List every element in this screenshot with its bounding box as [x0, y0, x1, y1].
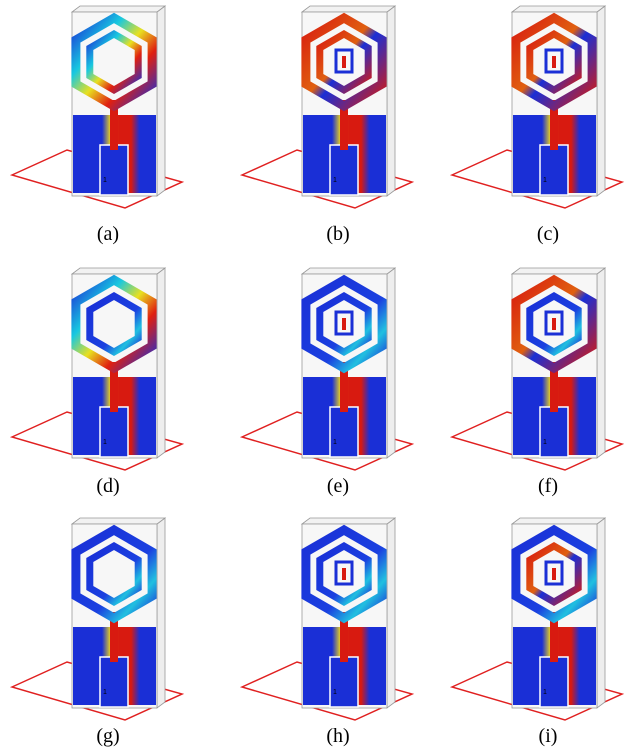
port-label: 1 [333, 689, 337, 696]
antenna-panel: 1 [452, 268, 622, 470]
substrate-top [72, 6, 165, 12]
panel-caption: (b) [326, 223, 349, 245]
substrate-side [157, 6, 165, 196]
panel-caption: (f) [538, 475, 558, 497]
substrate-top [512, 6, 605, 12]
substrate-side [387, 6, 395, 196]
panel-caption: (h) [326, 725, 349, 747]
substrate-side [387, 268, 395, 458]
substrate-top [72, 268, 165, 274]
inner-stub [342, 56, 346, 68]
inner-stub [342, 568, 346, 580]
feed-field [540, 657, 568, 707]
antenna-panel: 1 [452, 6, 622, 208]
substrate-top [512, 518, 605, 524]
feed-field [330, 407, 358, 457]
port-label: 1 [333, 439, 337, 446]
panel-caption: (d) [96, 475, 119, 497]
inner-stub [552, 56, 556, 68]
substrate-side [597, 518, 605, 708]
feed-field [540, 145, 568, 195]
substrate-top [302, 6, 395, 12]
panel-caption: (e) [327, 475, 349, 497]
panel-caption: (g) [96, 725, 119, 747]
substrate-top [302, 518, 395, 524]
port-label: 1 [333, 177, 337, 184]
figure: 1 (a) 1 (b) 1 (c) 1 (d) 1 (e) 1 (f) 1 (g) 1 (h) 1 (i) [0, 0, 639, 755]
substrate-top [512, 268, 605, 274]
feed-field [540, 407, 568, 457]
panel-caption: (i) [539, 725, 558, 747]
substrate-side [597, 268, 605, 458]
feed-field [100, 145, 128, 195]
feed-field [100, 657, 128, 707]
inner-stub [552, 318, 556, 330]
inner-stub [552, 568, 556, 580]
inner-stub [342, 318, 346, 330]
substrate-side [387, 518, 395, 708]
feed-field [100, 407, 128, 457]
antenna-panel: 1 [242, 518, 412, 720]
substrate-side [157, 518, 165, 708]
panel-caption: (a) [97, 223, 119, 245]
feed-field [330, 657, 358, 707]
substrate-side [157, 268, 165, 458]
substrate-top [72, 518, 165, 524]
substrate-top [302, 268, 395, 274]
port-label: 1 [103, 177, 107, 184]
antenna-panel: 1 [242, 6, 412, 208]
port-label: 1 [543, 177, 547, 184]
port-label: 1 [543, 689, 547, 696]
antenna-panel: 1 [12, 518, 182, 720]
substrate-side [597, 6, 605, 196]
port-label: 1 [103, 689, 107, 696]
antenna-panel: 1 [452, 518, 622, 720]
panel-caption: (c) [537, 223, 559, 245]
antenna-panel: 1 [12, 6, 182, 208]
feed-field [330, 145, 358, 195]
port-label: 1 [103, 439, 107, 446]
port-label: 1 [543, 439, 547, 446]
antenna-panel: 1 [242, 268, 412, 470]
antenna-panel: 1 [12, 268, 182, 470]
